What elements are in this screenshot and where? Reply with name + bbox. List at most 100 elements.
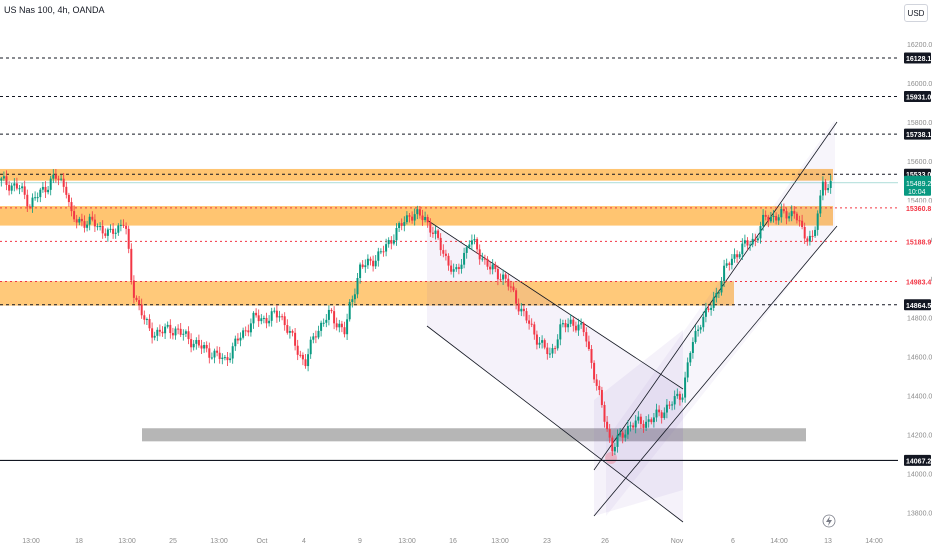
candle-body (530, 323, 533, 325)
candle-body (437, 230, 440, 238)
current-price-label: 15489.2 (906, 181, 931, 188)
candle (325, 314, 328, 328)
candle (262, 315, 265, 324)
x-tick-label: Oct (257, 538, 268, 545)
candle (736, 250, 739, 263)
candle (491, 259, 494, 275)
candle-body (468, 244, 471, 248)
candle-body (255, 312, 258, 316)
candle (704, 302, 707, 323)
candle (208, 342, 211, 364)
candle (41, 182, 44, 193)
candle-body (10, 185, 13, 191)
candle-body (382, 251, 385, 253)
candle-body (676, 393, 679, 397)
countdown-label: 10:04 (908, 189, 926, 196)
candle (777, 214, 780, 225)
candle-body (226, 357, 229, 361)
candle (242, 327, 245, 340)
candle-body (218, 352, 221, 359)
candle-body (780, 209, 783, 218)
candle-body (624, 434, 627, 438)
candle-body (637, 416, 640, 421)
candle (590, 345, 593, 369)
candle (645, 416, 648, 432)
candle (626, 420, 629, 439)
candle (301, 352, 304, 366)
candle-body (208, 348, 211, 358)
candle-body (41, 186, 44, 190)
candle (348, 299, 351, 322)
candle (569, 314, 572, 328)
y-tick-label: 15600.0 (907, 159, 932, 166)
candle (819, 189, 822, 217)
y-tick-label: 13800.0 (907, 511, 932, 518)
candle (421, 209, 424, 226)
candle-body (512, 286, 515, 291)
price-badge (904, 299, 931, 311)
candle-body (762, 214, 765, 227)
candle-body (629, 425, 632, 427)
candle-body (281, 316, 284, 318)
candle (827, 184, 830, 193)
candle-body (424, 216, 427, 221)
candle (463, 247, 466, 269)
candle-body (164, 326, 167, 334)
candle-body (99, 225, 102, 227)
candle-body (286, 325, 289, 333)
candle-body (184, 331, 187, 334)
candle (374, 255, 377, 270)
candle-body (340, 323, 343, 328)
candle (814, 226, 817, 238)
x-tick-label: 4 (302, 538, 306, 545)
candle (161, 326, 164, 337)
candle (478, 244, 481, 265)
candle (283, 312, 286, 331)
candle-body (197, 340, 200, 346)
candle-body (353, 294, 356, 300)
candle-body (569, 319, 572, 324)
candle (725, 258, 728, 268)
candle (426, 214, 429, 228)
candle (80, 213, 83, 227)
candle (145, 317, 148, 325)
x-tick-label: 6 (731, 538, 735, 545)
candle-body (161, 331, 164, 334)
candle-body (673, 396, 676, 405)
candle-body (80, 218, 83, 222)
candle (509, 280, 512, 293)
candle-body (814, 229, 817, 237)
candle (312, 332, 315, 344)
candle-body (275, 310, 278, 318)
candle-body (777, 217, 780, 221)
candle-body (221, 357, 224, 359)
candle (452, 263, 455, 278)
candle-body (5, 176, 8, 185)
candle-body (827, 187, 830, 191)
x-tick-label: 16 (449, 538, 457, 545)
candle (340, 320, 343, 333)
candle (78, 216, 81, 226)
price-badge (904, 454, 931, 466)
candle (229, 352, 232, 363)
candle-body (390, 239, 393, 244)
candle-body (192, 343, 195, 348)
lightning-icon-ring (822, 514, 836, 528)
candle-body (268, 320, 271, 324)
candle-body (457, 267, 460, 269)
candle (686, 357, 689, 383)
currency-button[interactable]: USD (904, 4, 928, 22)
candle (127, 225, 130, 254)
price-badge (904, 128, 931, 140)
candle-body (190, 339, 193, 348)
candle (431, 226, 434, 238)
price-badge-label: 15188.9 (906, 239, 931, 246)
candle (746, 237, 749, 251)
candle (619, 428, 622, 438)
candle (377, 247, 380, 267)
candle-body (608, 429, 611, 438)
candle-body (626, 426, 629, 435)
candle-body (528, 320, 531, 324)
candle-body (824, 181, 827, 191)
